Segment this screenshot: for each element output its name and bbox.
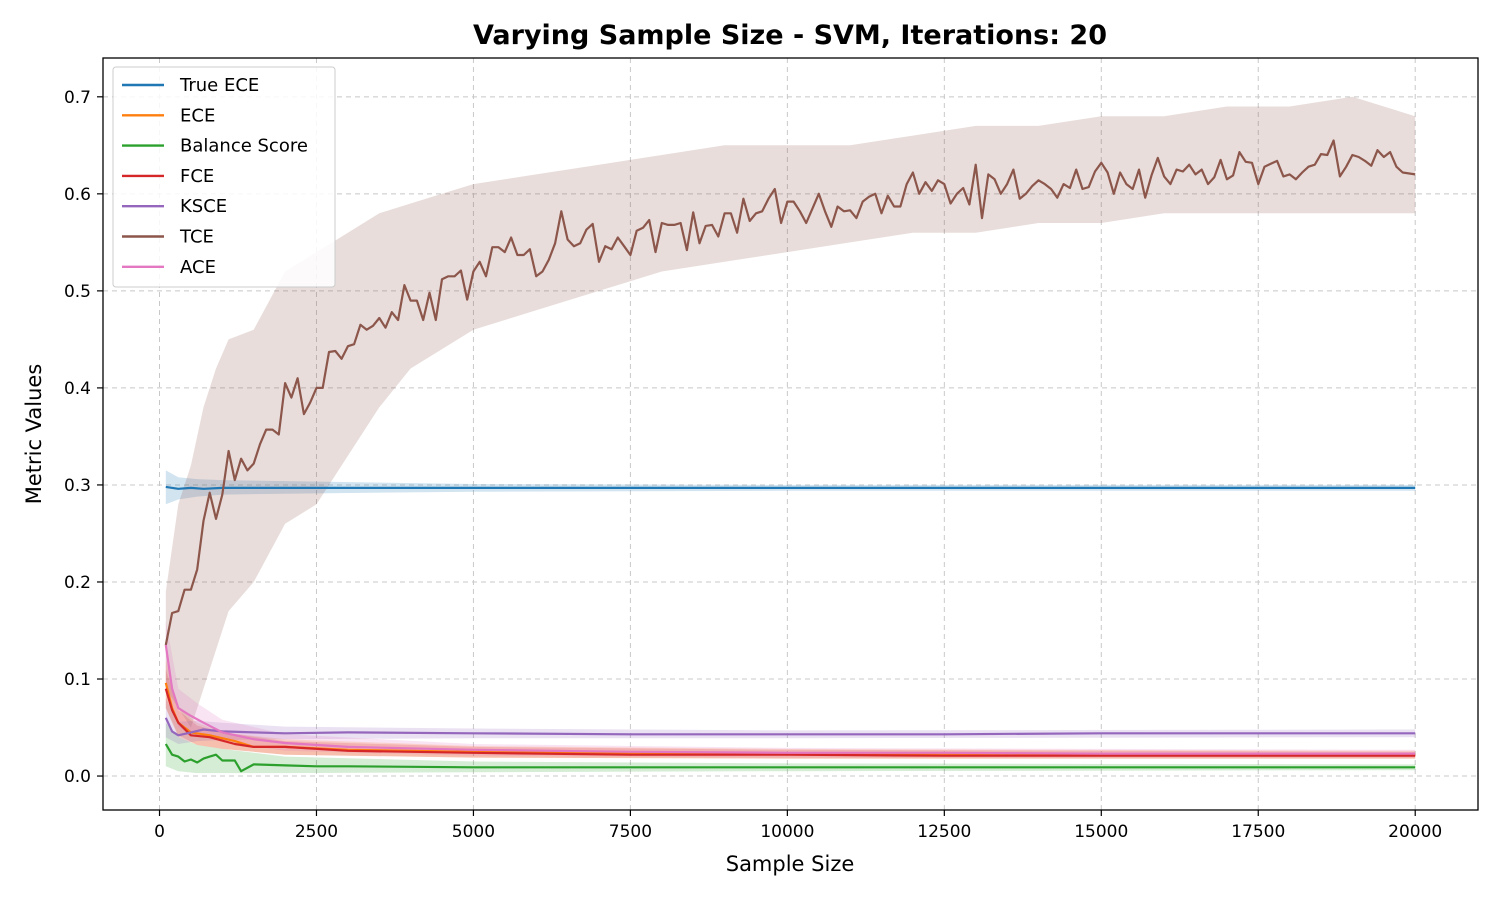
fce-band [165,669,1416,759]
legend-label-ksce: KSCE [180,196,227,217]
legend-label-ace: ACE [180,257,216,278]
fce-line [164,688,1416,757]
x-tick-label: 12500 [917,822,971,842]
y-tick-label: 0.6 [64,185,91,205]
tce-band [165,96,1416,728]
plot-frame [102,57,1479,811]
x-axis-ticks: 0 2500 5000 7500 10000 12500 15000 17500 20000 [154,810,1442,842]
y-tick-label: 0.0 [64,767,91,787]
x-tick-label: 7500 [609,822,652,842]
y-tick-label: 0.1 [64,670,91,690]
legend-label-fce: FCE [180,166,214,187]
tce-line [164,139,1416,646]
true-ece-line [165,485,1416,490]
y-tick-label: 0.4 [64,379,91,399]
x-tick-label: 10000 [760,822,814,842]
legend: True ECE ECE Balance Score FCE KSCE TCE ACE [112,66,336,288]
x-tick-label: 20000 [1388,822,1442,842]
ace-line [164,644,1416,755]
legend-label-true-ece: True ECE [179,75,259,96]
balance-score-line [164,743,1416,773]
x-tick-label: 5000 [452,822,495,842]
y-tick-label: 0.7 [64,88,91,108]
y-tick-label: 0.3 [64,476,91,496]
y-axis-label: Metric Values [22,364,46,505]
legend-label-balance-score: Balance Score [180,136,308,157]
y-tick-label: 0.2 [64,573,91,593]
chart-title: Varying Sample Size - SVM, Iterations: 2… [473,20,1107,51]
ece-band [165,659,1416,759]
series-lines [164,139,1416,773]
x-tick-label: 17500 [1231,822,1285,842]
y-tick-label: 0.5 [64,282,91,302]
x-axis-label: Sample Size [726,852,855,876]
x-tick-label: 2500 [295,822,338,842]
x-tick-label: 15000 [1074,822,1128,842]
legend-label-tce: TCE [179,227,214,248]
legend-label-ece: ECE [180,105,215,126]
y-axis-ticks: 0.0 0.1 0.2 0.3 0.4 0.5 0.6 0.7 [64,88,103,787]
legend-box [112,66,336,288]
ksce-line [164,717,1416,737]
x-tick-label: 0 [154,822,165,842]
